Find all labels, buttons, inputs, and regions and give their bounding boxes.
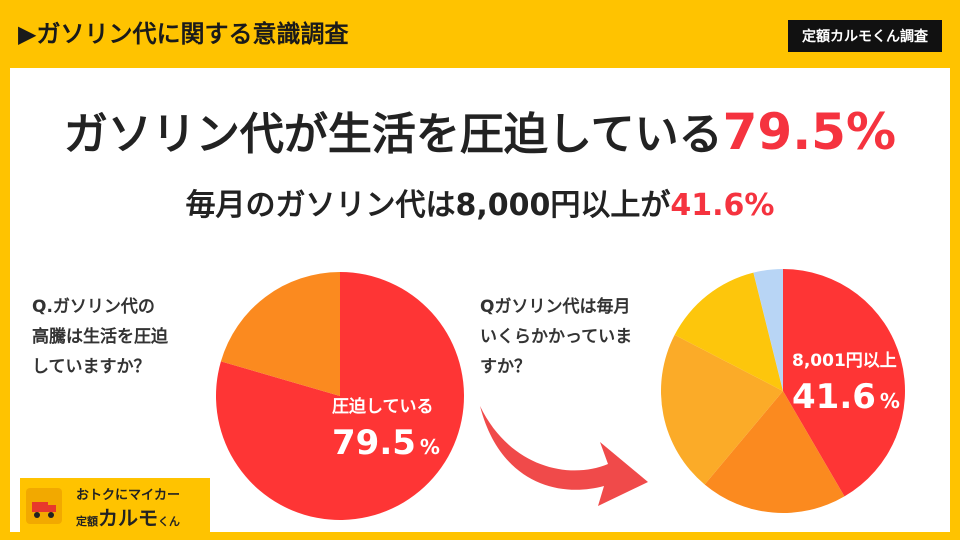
pie-slice [661,334,783,485]
question-1: Q.ガソリン代の 高騰は生活を圧迫 していますか？ [32,292,222,382]
logo-prefix: 定額 [76,515,98,528]
subhead-text: 毎月のガソリン代は8,000円以上が [185,188,671,223]
pie-slice [704,391,845,513]
page-title: ▶ガソリン代に関する意識調査 [18,20,349,48]
logo-brand-name: カルモ [98,506,158,530]
pie-chart-1: 圧迫している79.5% [215,272,464,520]
question-1-line: Q.ガソリン代の [32,297,155,317]
subhead: 毎月のガソリン代は8,000円以上が41.6% [10,180,950,224]
headline: ガソリン代が生活を圧迫している79.5% [10,98,950,162]
slice-label: 圧迫している [332,396,434,417]
headline-pct: 79.5% [722,103,897,161]
car-logo-icon [26,488,62,524]
arrow-icon [480,406,648,506]
logo-suffix: くん [158,515,180,528]
logo-brand: 定額カルモくん [76,502,180,531]
question-2-line: すか？ [480,357,531,377]
pie-slice [215,272,464,520]
question-2-line: いくらかかっていま [480,327,633,347]
slice-label: 8,001円以上 [792,351,897,371]
question-2-line: Qガソリン代は毎月 [480,297,631,317]
question-1-line: 高騰は生活を圧迫 [32,327,168,347]
pie-slice [783,269,905,497]
question-2: Qガソリン代は毎月 いくらかかっていま すか？ [480,292,680,382]
pie-slice [220,272,340,396]
logo-tagline: おトクにマイカー [76,488,181,503]
subhead-pct: 41.6% [670,188,775,223]
survey-badge: 定額カルモくん調査 [788,20,942,52]
brand-logo: おトクにマイカー 定額カルモくん [20,478,210,532]
pie-slice [674,272,783,391]
header-bar: ▶ガソリン代に関する意識調査 定額カルモくん調査 [0,0,960,68]
main-panel: ガソリン代が生活を圧迫している79.5% 毎月のガソリン代は8,000円以上が4… [10,68,950,532]
pie-slice [753,269,783,391]
question-1-line: していますか？ [32,357,151,377]
headline-text: ガソリン代が生活を圧迫している [63,109,723,160]
